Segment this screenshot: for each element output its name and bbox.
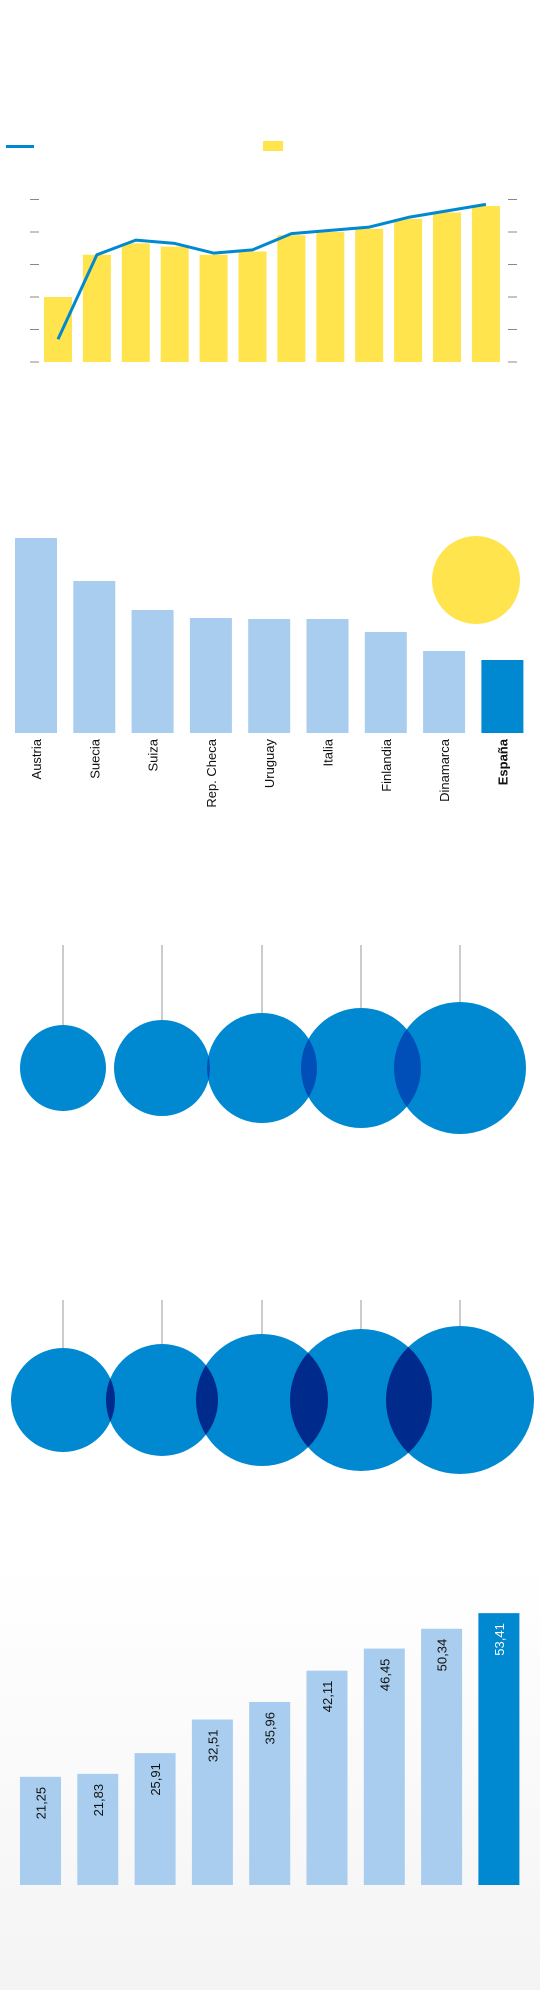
data-label: 25,91 <box>148 1763 163 1796</box>
bar <box>481 660 524 733</box>
bar <box>134 1753 176 1885</box>
data-label: 46,45 <box>377 1659 392 1692</box>
bar <box>131 610 174 733</box>
data-labels: 21,25 21,83 25,91 32,51 35,96 42,11 46,45 50,34… <box>34 1623 507 1819</box>
category-label: Finlandia <box>379 738 394 792</box>
bubble <box>106 1344 218 1456</box>
category-label: Uruguay <box>262 739 277 789</box>
legend-bar-swatch <box>263 141 283 151</box>
bar <box>248 619 291 733</box>
bar <box>277 235 306 362</box>
bubble-overlap <box>300 1038 317 1098</box>
data-label: 35,96 <box>263 1712 278 1745</box>
legend-line-swatch <box>6 145 34 148</box>
bubble <box>207 1013 317 1123</box>
bar <box>363 1648 405 1885</box>
data-label: 32,51 <box>205 1730 220 1763</box>
bar <box>15 538 57 733</box>
value-bar-chart: 21,25 21,83 25,91 32,51 35,96 42,11 46,45 50,34… <box>20 1613 520 1885</box>
bar <box>121 243 150 362</box>
bar <box>316 232 345 362</box>
bar <box>433 212 461 362</box>
data-label: 53,41 <box>492 1623 507 1656</box>
bar <box>478 1613 520 1885</box>
bar-series <box>15 538 524 733</box>
bar-series <box>44 206 500 362</box>
category-label: Austria <box>29 738 44 779</box>
sun-icon <box>432 536 520 624</box>
y-axis-left <box>30 199 39 363</box>
data-label: 21,25 <box>34 1787 49 1820</box>
bubble-overlap <box>106 1378 116 1422</box>
data-label: 50,34 <box>435 1639 450 1672</box>
bubble-row-small <box>20 945 526 1134</box>
country-bar-chart: Austria Suecia Suiza Rep. Checa Uruguay Itali… <box>15 536 524 808</box>
bubble <box>301 1008 421 1128</box>
bubble-overlap <box>207 1055 211 1081</box>
bubble <box>386 1326 534 1474</box>
bar <box>249 1701 291 1885</box>
bar <box>306 619 349 733</box>
bar <box>160 246 189 362</box>
bubble-overlap <box>386 1347 432 1453</box>
category-label: Rep. Checa <box>204 738 219 807</box>
bubble-overlap <box>394 1029 421 1107</box>
y-axis-right <box>508 199 517 363</box>
bar <box>364 632 407 733</box>
bar-series <box>20 1613 520 1885</box>
category-label: Italia <box>321 738 336 766</box>
data-label: 21,83 <box>91 1784 106 1817</box>
bar <box>421 1628 463 1885</box>
bubble <box>394 1002 526 1134</box>
bar <box>20 1776 61 1885</box>
bar <box>238 251 267 362</box>
line-series <box>56 202 487 340</box>
bar <box>44 297 72 362</box>
bar <box>73 581 116 733</box>
bar <box>82 254 111 362</box>
bar <box>189 618 232 733</box>
bar <box>77 1773 119 1885</box>
category-label: Suecia <box>87 738 102 779</box>
bubble-overlap <box>290 1352 329 1448</box>
category-labels: Austria Suecia Suiza Rep. Checa Uruguay Itali… <box>29 738 510 807</box>
bubble <box>114 1020 210 1116</box>
bar <box>471 206 500 362</box>
bar <box>191 1719 233 1885</box>
category-label: Dinamarca <box>437 738 452 802</box>
bubble <box>196 1334 328 1466</box>
category-label: España <box>495 738 510 785</box>
bar <box>355 228 384 362</box>
category-label: Suiza <box>146 738 161 771</box>
bubble <box>11 1348 115 1452</box>
bubble-row-large <box>11 1300 534 1474</box>
bar <box>423 651 466 733</box>
bubble-overlap <box>196 1365 218 1435</box>
bar <box>306 1670 348 1885</box>
data-label: 42,11 <box>320 1681 335 1713</box>
bar-line-chart <box>6 141 517 363</box>
bubble <box>20 1025 106 1111</box>
bar <box>199 254 228 362</box>
bar <box>394 219 423 362</box>
